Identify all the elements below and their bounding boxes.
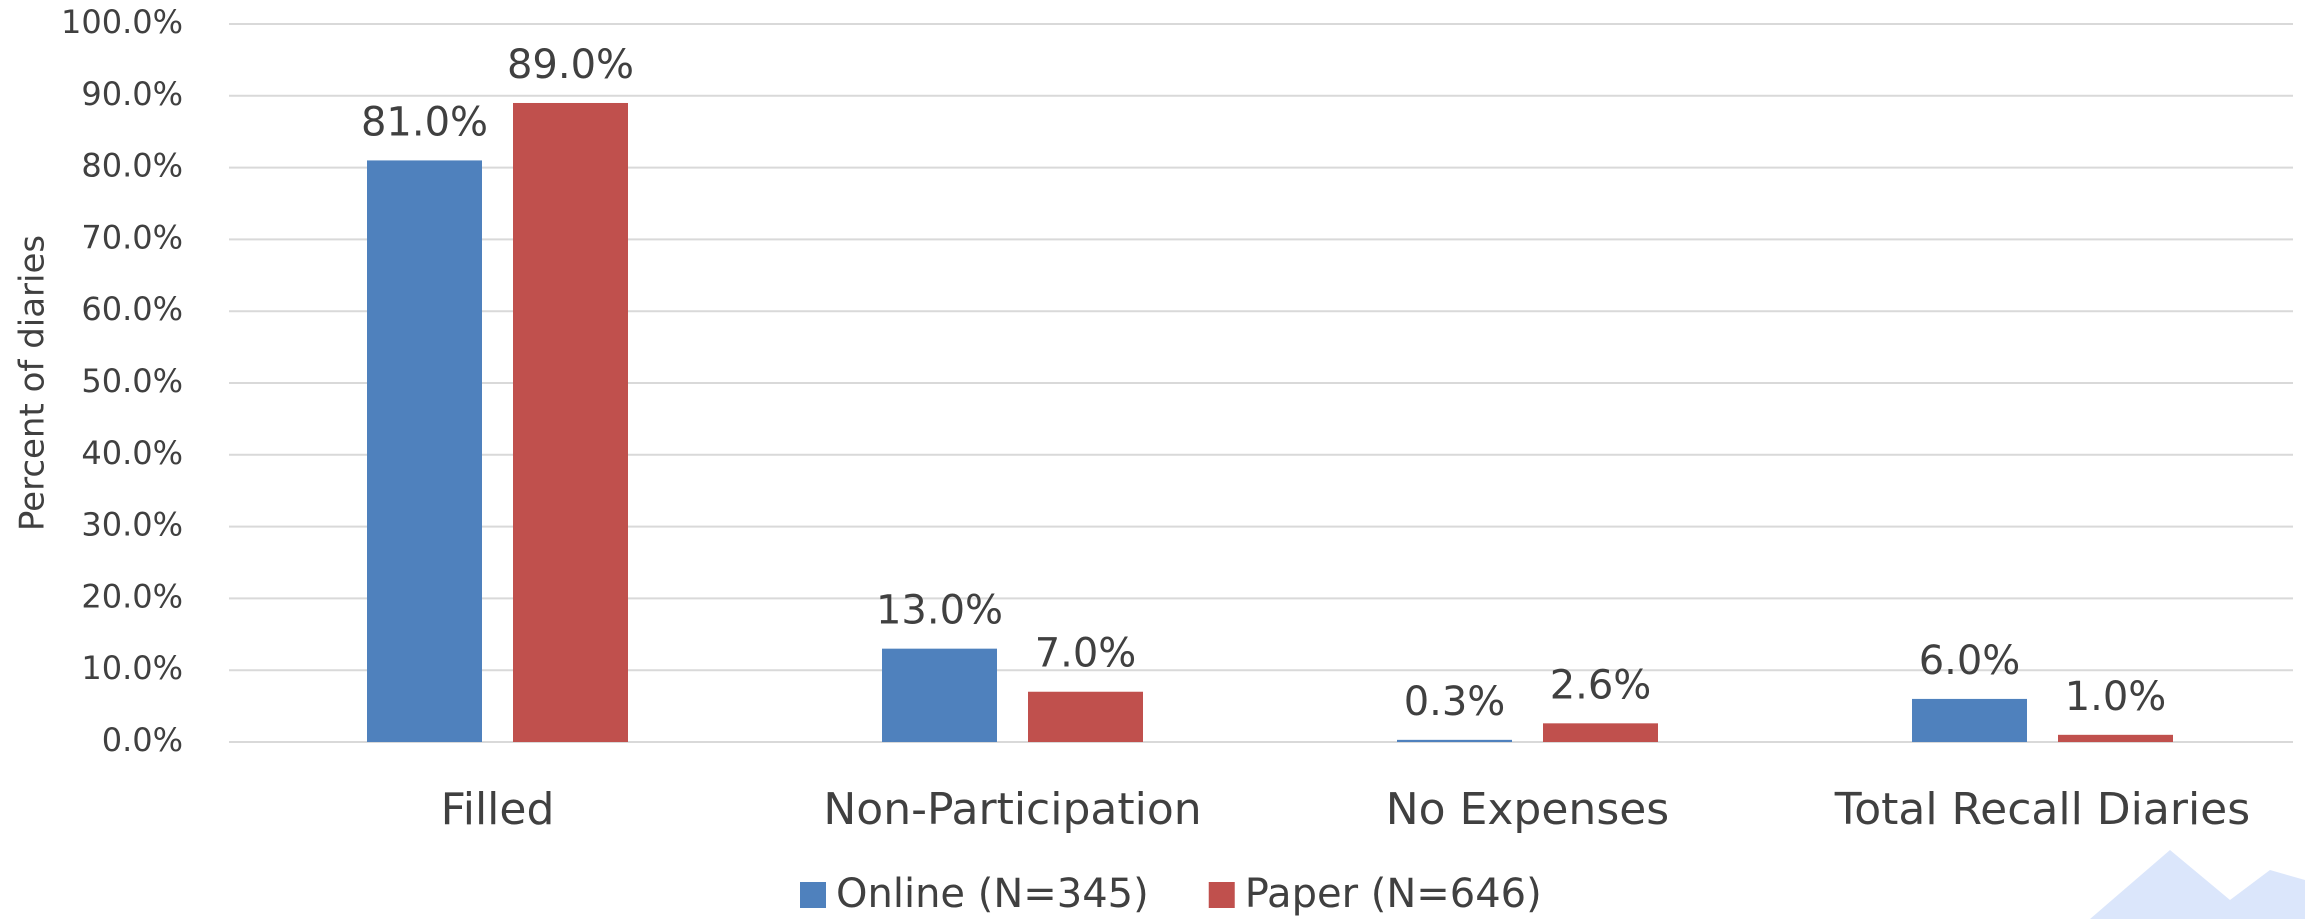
bar: [1543, 723, 1658, 742]
y-tick-label: 100.0%: [61, 3, 183, 41]
legend-swatch: [1208, 882, 1235, 908]
x-tick-label: Non-Participation: [823, 784, 1201, 835]
y-axis-label: Percent of diaries: [13, 235, 53, 531]
y-tick-label: 60.0%: [81, 290, 183, 328]
bar: [1912, 698, 2027, 742]
x-tick-label: Filled: [441, 784, 555, 835]
data-label: 2.6%: [1550, 662, 1652, 708]
bar: [1028, 691, 1143, 742]
y-tick-label: 30.0%: [81, 506, 183, 544]
data-label: 89.0%: [507, 42, 634, 88]
data-label: 7.0%: [1035, 631, 1137, 677]
y-tick-label: 20.0%: [81, 577, 183, 615]
bar: [1397, 739, 1512, 742]
data-label: 1.0%: [2065, 674, 2167, 720]
y-tick-label: 80.0%: [81, 147, 183, 185]
y-tick-label: 70.0%: [81, 218, 183, 256]
y-tick-label: 0.0%: [102, 721, 183, 759]
bar: [367, 160, 482, 743]
y-tick-label: 50.0%: [81, 362, 183, 400]
data-label: 6.0%: [1919, 638, 2021, 684]
bar: [513, 102, 628, 743]
watermark: [2090, 850, 2305, 919]
data-label: 0.3%: [1404, 679, 1506, 725]
y-tick-label: 10.0%: [81, 649, 183, 687]
legend-label: Online (N=345): [836, 871, 1149, 917]
legend-swatch: [800, 882, 826, 908]
bar: [2058, 734, 2173, 742]
x-tick-label: Total Recall Diaries: [1834, 784, 2250, 835]
bar: [882, 648, 997, 742]
y-tick-label: 90.0%: [81, 75, 183, 113]
legend-label: Paper (N=646): [1245, 871, 1542, 917]
x-tick-label: No Expenses: [1386, 784, 1669, 835]
y-tick-label: 40.0%: [81, 434, 183, 472]
data-label: 13.0%: [876, 588, 1003, 634]
data-label: 81.0%: [361, 99, 488, 145]
